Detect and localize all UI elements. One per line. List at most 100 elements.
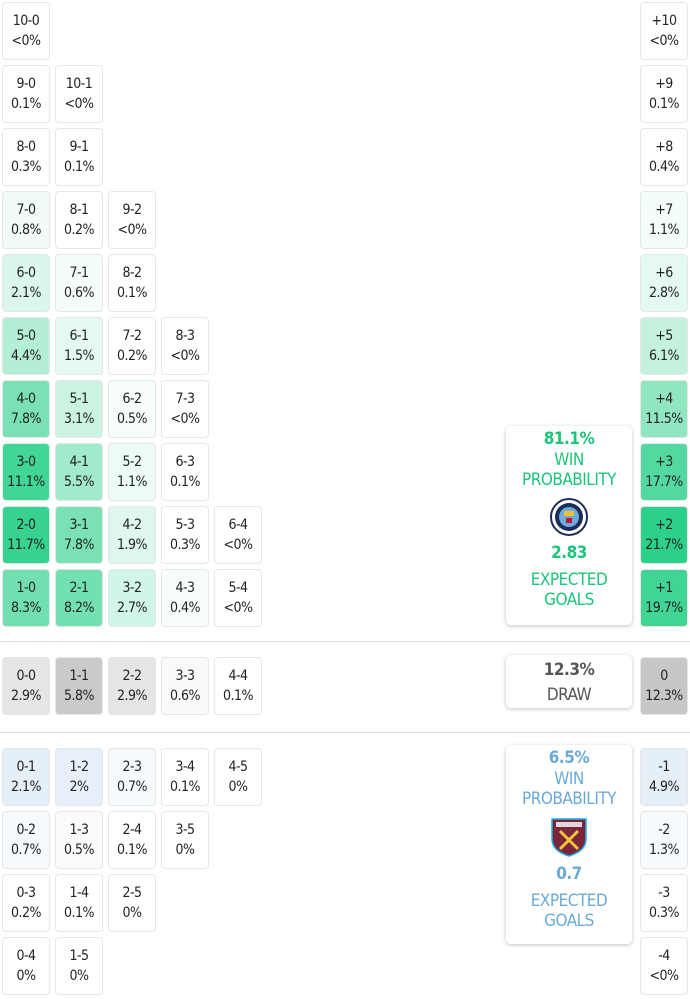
margin-cell: +5 6.1% xyxy=(640,317,688,375)
probability-value: 11.5% xyxy=(645,411,683,427)
scoreline-cell: 5-2 1.1% xyxy=(108,443,156,501)
probability-value: 2.8% xyxy=(649,285,680,301)
score-label: 6-2 xyxy=(122,391,142,407)
margin-cell: +1 19.7% xyxy=(640,569,688,627)
scoreline-cell: 9-1 0.1% xyxy=(55,128,103,186)
probability-label: PROBABILITY xyxy=(521,789,617,809)
scoreline-cell: 0-3 0.2% xyxy=(2,874,50,932)
probability-value: 1.9% xyxy=(117,537,148,553)
score-label: 1-5 xyxy=(69,948,89,964)
probability-value: <0% xyxy=(117,222,147,238)
probability-value: 0.1% xyxy=(223,688,254,704)
scoreline-cell: 8-0 0.3% xyxy=(2,128,50,186)
probability-value: <0% xyxy=(11,33,41,49)
score-label: -4 xyxy=(658,948,670,964)
probability-value: 21.7% xyxy=(645,537,683,553)
score-label: 9-2 xyxy=(122,202,142,218)
probability-value: 0.7% xyxy=(11,842,42,858)
probability-value: 1.3% xyxy=(649,842,680,858)
probability-value: 0.3% xyxy=(11,159,42,175)
probability-value: 0.1% xyxy=(170,779,201,795)
scoreline-cell: 7-2 0.2% xyxy=(108,317,156,375)
home-win-pct: 81.1% xyxy=(543,429,595,449)
score-label: 0 xyxy=(660,668,668,684)
score-label: +6 xyxy=(655,265,673,281)
score-label: +3 xyxy=(655,454,673,470)
scoreline-cell: 6-3 0.1% xyxy=(161,443,209,501)
probability-value: 11.7% xyxy=(7,537,45,553)
score-label: 3-5 xyxy=(175,822,195,838)
probability-value: 1.1% xyxy=(649,222,680,238)
probability-value: 0.1% xyxy=(64,159,95,175)
scoreline-cell: 1-5 0% xyxy=(55,937,103,995)
divider xyxy=(0,641,690,642)
scoreline-cell: 8-1 0.2% xyxy=(55,191,103,249)
probability-value: 8.2% xyxy=(64,600,95,616)
draw-scoreline-cell: 2-2 2.9% xyxy=(108,657,156,715)
scoreline-cell: 4-3 0.4% xyxy=(161,569,209,627)
probability-value: 0.1% xyxy=(649,96,680,112)
margin-cell: -2 1.3% xyxy=(640,811,688,869)
scoreline-cell: 2-0 11.7% xyxy=(2,506,50,564)
west-ham-crest-icon xyxy=(551,818,587,857)
score-label: 7-1 xyxy=(69,265,89,281)
score-label: +2 xyxy=(655,517,673,533)
probability-value: 0.2% xyxy=(11,905,42,921)
scoreline-cell: 6-0 2.1% xyxy=(2,254,50,312)
score-label: 6-1 xyxy=(69,328,89,344)
score-label: 8-1 xyxy=(69,202,89,218)
score-label: +5 xyxy=(655,328,673,344)
probability-value: <0% xyxy=(170,411,200,427)
away-xg: 0.7 xyxy=(556,864,582,884)
scoreline-cell: 4-2 1.9% xyxy=(108,506,156,564)
probability-value: 0.4% xyxy=(649,159,680,175)
score-label: 1-1 xyxy=(69,668,89,684)
probability-value: 0% xyxy=(228,779,248,795)
score-label: 1-2 xyxy=(69,759,89,775)
probability-value: <0% xyxy=(170,348,200,364)
draw-scoreline-cell: 4-4 0.1% xyxy=(214,657,262,715)
score-label: 6-4 xyxy=(228,517,248,533)
score-label: +8 xyxy=(655,139,673,155)
score-label: 5-1 xyxy=(69,391,89,407)
probability-value: 19.7% xyxy=(645,600,683,616)
probability-value: 1.1% xyxy=(117,474,148,490)
draw-pct: 12.3% xyxy=(543,660,595,680)
scoreline-cell: 5-0 4.4% xyxy=(2,317,50,375)
probability-value: 1.5% xyxy=(64,348,95,364)
score-label: 2-4 xyxy=(122,822,142,838)
margin-cell: +3 17.7% xyxy=(640,443,688,501)
scoreline-cell: 3-2 2.7% xyxy=(108,569,156,627)
probability-value: 7.8% xyxy=(64,537,95,553)
probability-value: 0.6% xyxy=(64,285,95,301)
score-label: 7-0 xyxy=(16,202,36,218)
score-label: 8-3 xyxy=(175,328,195,344)
score-label: 5-3 xyxy=(175,517,195,533)
score-label: 10-1 xyxy=(65,76,93,92)
probability-value: 11.1% xyxy=(7,474,45,490)
scoreline-cell: 7-1 0.6% xyxy=(55,254,103,312)
scoreline-cell: 4-0 7.8% xyxy=(2,380,50,438)
probability-value: 2.1% xyxy=(11,285,42,301)
scoreline-cell: 2-5 0% xyxy=(108,874,156,932)
probability-value: <0% xyxy=(649,33,679,49)
score-label: -1 xyxy=(658,759,670,775)
margin-cell: -1 4.9% xyxy=(640,748,688,806)
score-label: 3-3 xyxy=(175,668,195,684)
manchester-city-crest-icon xyxy=(550,498,588,536)
scoreline-cell: 1-3 0.5% xyxy=(55,811,103,869)
probability-value: 7.8% xyxy=(11,411,42,427)
home-win-card: 81.1% WIN PROBABILITY 2.83 EXPECTED GOAL… xyxy=(506,426,632,625)
margin-cell: +9 0.1% xyxy=(640,65,688,123)
score-label: 0-1 xyxy=(16,759,36,775)
score-label: 9-1 xyxy=(69,139,89,155)
scoreline-cell: 9-0 0.1% xyxy=(2,65,50,123)
score-label: 0-3 xyxy=(16,885,36,901)
scoreline-cell: 0-2 0.7% xyxy=(2,811,50,869)
scoreline-cell: 7-3 <0% xyxy=(161,380,209,438)
probability-value: 0.2% xyxy=(64,222,95,238)
margin-cell: -3 0.3% xyxy=(640,874,688,932)
margin-cell: +8 0.4% xyxy=(640,128,688,186)
draw-scoreline-cell: 3-3 0.6% xyxy=(161,657,209,715)
probability-value: 2.7% xyxy=(117,600,148,616)
